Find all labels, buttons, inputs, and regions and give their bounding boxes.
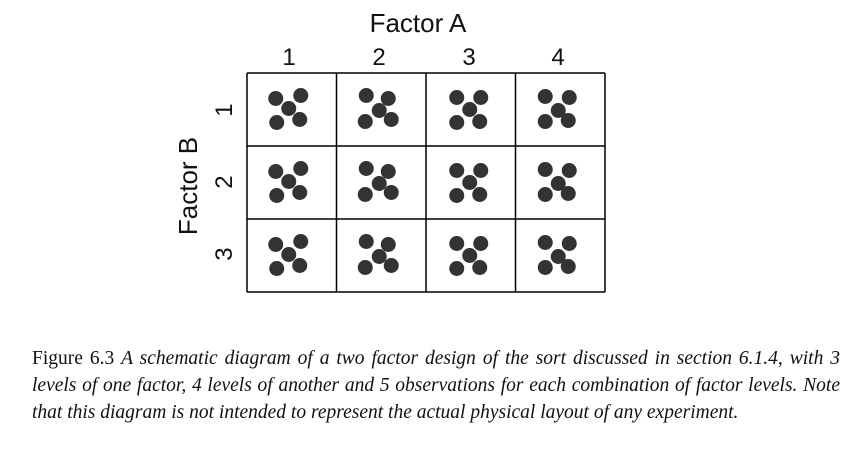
observation-dot: [462, 175, 478, 190]
observation-dot: [449, 163, 465, 178]
observation-dot: [268, 237, 284, 252]
factor-a-title: Factor A: [369, 8, 467, 38]
observation-dot: [473, 163, 489, 178]
observation-dot: [449, 236, 465, 251]
observation-dot: [371, 176, 387, 191]
observation-dot: [358, 234, 374, 249]
observation-dot: [371, 249, 387, 264]
observation-dots: [268, 88, 577, 276]
factor-a-level-4: 4: [551, 44, 565, 71]
observation-dot: [357, 260, 373, 275]
figure-caption: Figure 6.3 A schematic diagram of a two …: [32, 345, 840, 426]
observation-dot: [383, 112, 399, 127]
observation-dot: [537, 235, 553, 250]
grid-lines: [246, 72, 606, 293]
observation-dot: [268, 91, 284, 106]
observation-dot: [537, 89, 553, 104]
observation-dot: [357, 187, 373, 202]
observation-dot: [358, 88, 374, 103]
observation-dot: [281, 247, 297, 262]
observation-dot: [293, 88, 309, 103]
observation-dot: [357, 114, 373, 129]
observation-dot: [561, 236, 577, 251]
observation-dot: [473, 236, 489, 251]
observation-dot: [560, 186, 576, 201]
observation-dot: [380, 164, 396, 179]
observation-dot: [462, 102, 478, 117]
observation-dot: [560, 113, 576, 128]
observation-dot: [281, 174, 297, 189]
caption-label: Figure 6.3: [32, 348, 115, 369]
observation-dot: [449, 90, 465, 105]
observation-dot: [358, 161, 374, 176]
observation-dot: [269, 188, 285, 203]
observation-dot: [268, 164, 284, 179]
observation-dot: [383, 258, 399, 273]
observation-dot: [293, 161, 309, 176]
observation-dot: [269, 261, 285, 276]
design-grid: [246, 72, 606, 293]
observation-dot: [561, 90, 577, 105]
observation-dot: [472, 114, 488, 129]
observation-dot: [537, 162, 553, 177]
observation-dot: [537, 114, 553, 129]
observation-dot: [449, 261, 465, 276]
observation-dot: [462, 248, 478, 263]
observation-dot: [537, 187, 553, 202]
observation-dot: [550, 249, 566, 264]
factor-a-level-2: 2: [372, 44, 386, 71]
factor-a-level-1: 1: [282, 44, 296, 71]
observation-dot: [383, 185, 399, 200]
observation-dot: [292, 258, 308, 273]
observation-dot: [537, 260, 553, 275]
observation-dot: [380, 237, 396, 252]
observation-dot: [371, 103, 387, 118]
factor-a-level-3: 3: [462, 44, 476, 71]
observation-dot: [449, 188, 465, 203]
observation-dot: [380, 91, 396, 106]
observation-dot: [281, 101, 297, 116]
observation-dot: [449, 115, 465, 130]
observation-dot: [550, 103, 566, 118]
observation-dot: [560, 259, 576, 274]
observation-dot: [293, 234, 309, 249]
observation-dot: [292, 112, 308, 127]
observation-dot: [561, 163, 577, 178]
observation-dot: [472, 187, 488, 202]
observation-dot: [292, 185, 308, 200]
observation-dot: [550, 176, 566, 191]
caption-text: A schematic diagram of a two factor desi…: [32, 348, 841, 423]
observation-dot: [473, 90, 489, 105]
observation-dot: [472, 260, 488, 275]
observation-dot: [269, 115, 285, 130]
